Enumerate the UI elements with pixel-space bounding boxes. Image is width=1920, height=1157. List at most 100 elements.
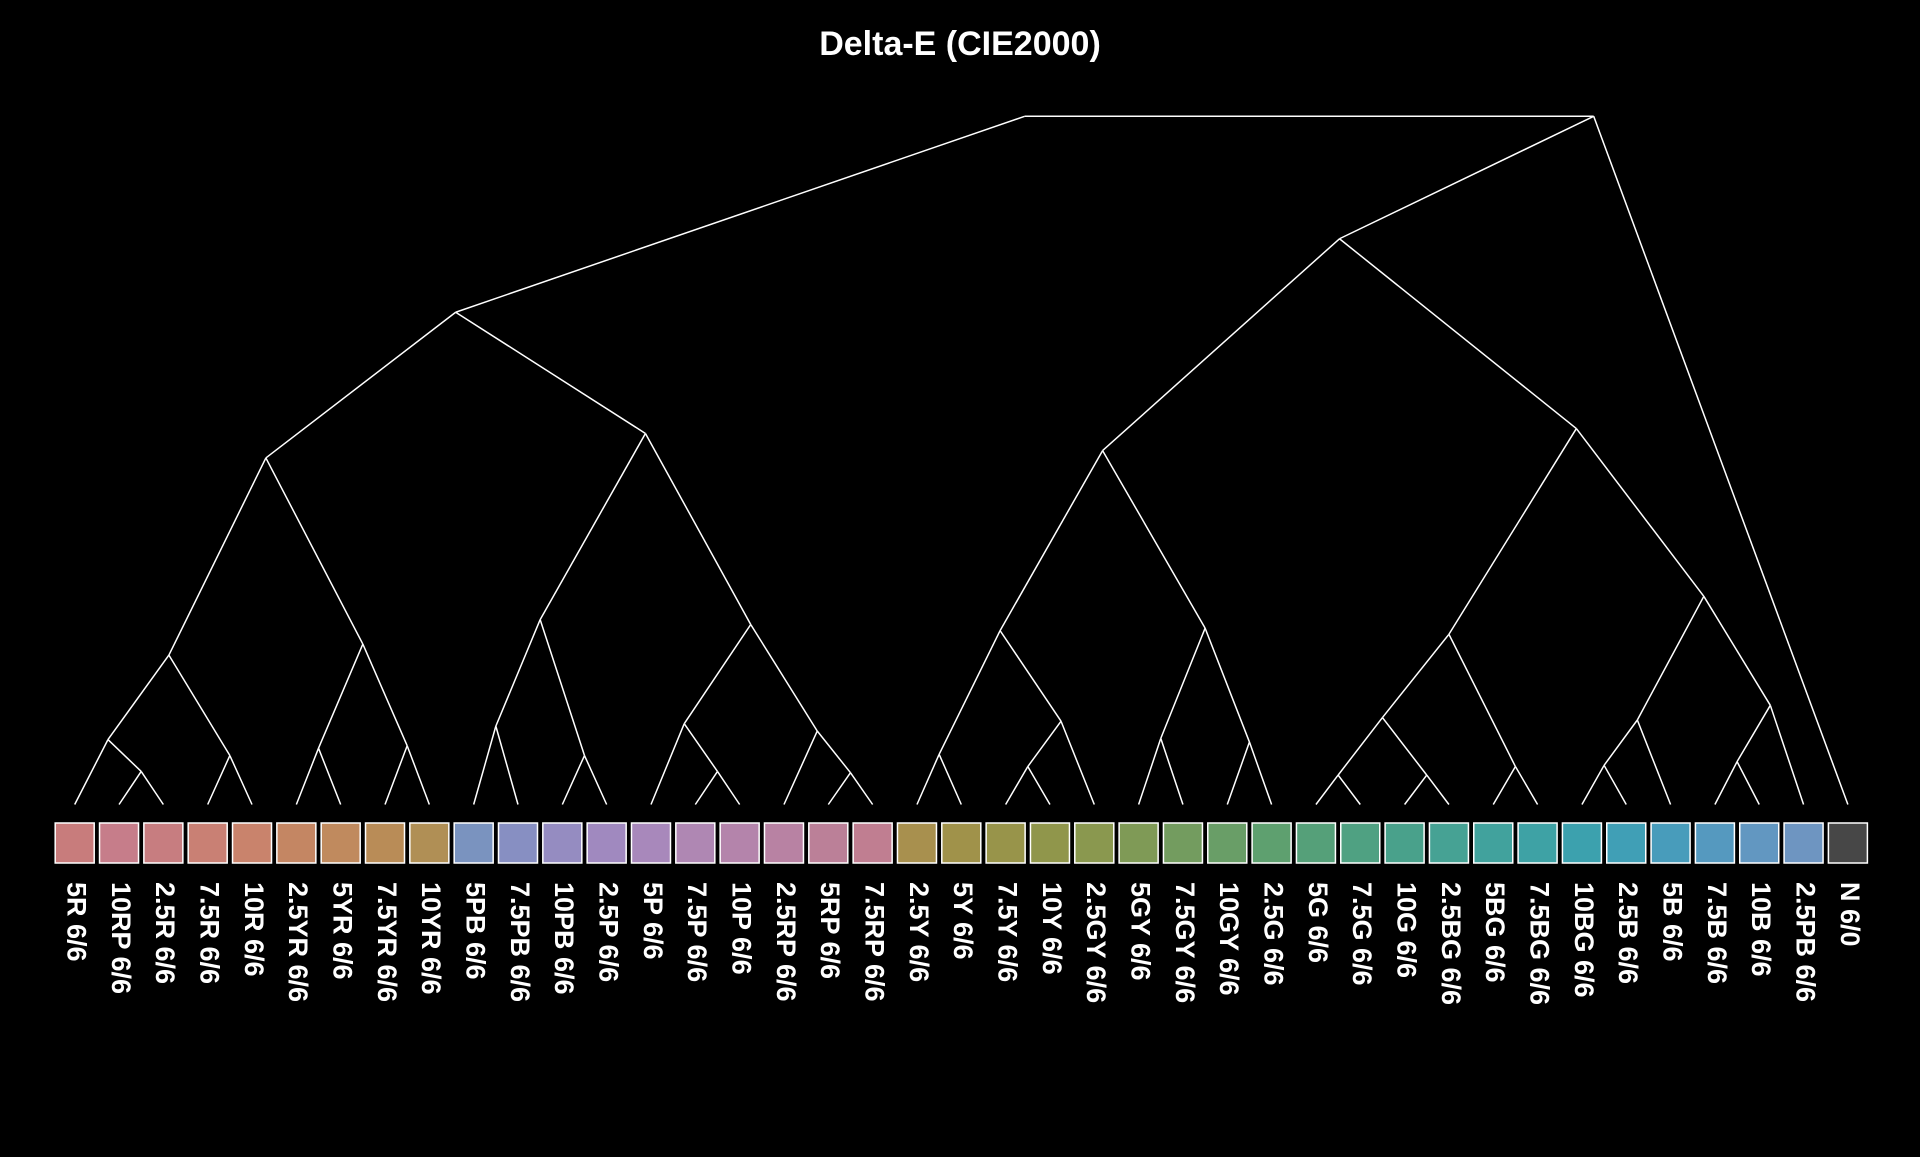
leaf-swatch	[320, 822, 361, 864]
dendrogram-branch	[1226, 741, 1251, 805]
leaf-swatch	[1606, 822, 1647, 864]
dendrogram-branch	[683, 624, 752, 725]
leaf-label: 5YR 6/6	[328, 882, 358, 980]
dendrogram-branch	[140, 771, 164, 805]
dendrogram-branch	[1448, 633, 1517, 767]
dendrogram-branch	[1337, 717, 1384, 776]
dendrogram-branch	[1736, 761, 1760, 805]
leaf-label: 5RP 6/6	[815, 882, 845, 979]
dendrogram-branch	[317, 643, 364, 749]
leaf-swatch	[852, 822, 893, 864]
dendrogram-branch	[1769, 705, 1805, 805]
leaf-label: 7.5RP 6/6	[860, 882, 890, 1002]
leaf-swatch	[1473, 822, 1514, 864]
dendrogram-branch	[1101, 450, 1206, 629]
leaf-swatch	[1251, 822, 1292, 864]
dendrogram-branch	[1603, 764, 1627, 805]
dendrogram-branch	[1004, 766, 1029, 805]
leaf-swatch	[1428, 822, 1470, 864]
dendrogram-branch	[265, 457, 364, 645]
dendrogram-branch	[455, 115, 1025, 313]
dendrogram-branch	[472, 725, 497, 805]
dendrogram-branch	[1381, 717, 1428, 776]
leaf-swatch	[143, 822, 184, 864]
dendrogram-branch	[1027, 720, 1062, 767]
leaf-label: 5BG 6/6	[1480, 882, 1510, 983]
leaf-swatch	[497, 822, 539, 864]
leaf-swatch	[409, 822, 450, 864]
leaf-label: 2.5RP 6/6	[771, 882, 801, 1002]
leaf-label: 7.5R 6/6	[195, 882, 225, 984]
dendrogram-branch	[999, 630, 1062, 722]
leaf-swatch	[1207, 822, 1248, 864]
dendrogram-branch	[384, 745, 408, 805]
dendrogram-branch	[1514, 766, 1539, 805]
leaf-label: 5R 6/6	[62, 882, 92, 962]
leaf-label: 10R 6/6	[239, 882, 269, 977]
leaf-label: 7.5GY 6/6	[1170, 882, 1200, 1003]
dendrogram-branch	[1703, 595, 1771, 706]
dendrogram-branch	[1137, 738, 1162, 805]
leaf-swatch	[453, 822, 494, 864]
leaf-swatch	[808, 822, 849, 864]
leaf-swatch	[276, 822, 317, 864]
dendrogram-branch	[362, 643, 408, 747]
leaf-label: 7.5Y 6/6	[993, 882, 1023, 982]
dendrogram-branch	[1448, 428, 1578, 635]
leaf-label: 2.5YR 6/6	[283, 882, 313, 1002]
dendrogram-branch	[644, 433, 752, 625]
leaf-label: 5B 6/6	[1657, 882, 1687, 962]
dendrogram-branch	[750, 624, 818, 732]
dendrogram-branch	[849, 772, 874, 805]
dendrogram-branch	[1102, 238, 1340, 452]
dendrogram-branch	[74, 739, 109, 805]
leaf-swatch	[1783, 822, 1824, 864]
dendrogram-branch	[406, 745, 431, 805]
dendrogram-branch	[207, 755, 231, 805]
leaf-swatch	[1694, 822, 1736, 864]
leaf-label: 5PB 6/6	[461, 882, 491, 980]
dendrogram-branch	[295, 747, 320, 805]
dendrogram-branch	[455, 311, 646, 435]
leaf-label: 7.5G 6/6	[1347, 882, 1377, 986]
dendrogram-branch	[783, 730, 818, 805]
leaf-label: 2.5G 6/6	[1258, 882, 1288, 986]
dendrogram-branch	[561, 755, 586, 805]
dendrogram-branch	[229, 755, 253, 805]
leaf-label: 2.5R 6/6	[150, 882, 180, 984]
dendrogram-branch	[583, 755, 608, 805]
leaf-label: 10G 6/6	[1391, 882, 1421, 978]
leaf-swatch	[1738, 822, 1780, 864]
dendrogram-branch	[694, 771, 719, 805]
dendrogram-branch	[1339, 238, 1577, 430]
dendrogram-branch	[916, 753, 940, 805]
leaf-swatch	[98, 822, 140, 864]
dendrogram-branch	[1204, 627, 1251, 743]
dendrogram-branch	[1592, 116, 1849, 805]
leaf-swatch	[985, 822, 1026, 864]
leaf-swatch	[941, 822, 982, 864]
dendrogram-branch	[1381, 633, 1450, 719]
leaf-label: 10BG 6/6	[1569, 882, 1599, 998]
leaf-label: 7.5BG 6/6	[1524, 882, 1554, 1005]
dendrogram-branch	[1426, 774, 1450, 805]
leaf-swatch	[364, 822, 406, 864]
leaf-swatch	[1384, 822, 1425, 864]
dendrogram-branch	[1492, 766, 1517, 805]
leaf-label: 2.5Y 6/6	[904, 882, 934, 982]
chart-title: Delta-E (CIE2000)	[819, 25, 1101, 63]
dendrogram-branch	[938, 753, 962, 805]
leaf-swatch	[231, 822, 273, 864]
dendrogram-branch	[683, 723, 719, 772]
dendrogram-branch	[1160, 738, 1184, 805]
leaf-swatch	[1340, 822, 1381, 864]
dendrogram-branch	[938, 630, 1001, 755]
dendrogram-branch	[1248, 741, 1273, 805]
dendrogram-branch	[107, 654, 170, 741]
leaf-label: 2.5BG 6/6	[1436, 882, 1466, 1005]
dendrogram-branch	[118, 771, 142, 805]
leaf-swatch	[542, 822, 583, 864]
leaf-swatch	[586, 822, 627, 864]
